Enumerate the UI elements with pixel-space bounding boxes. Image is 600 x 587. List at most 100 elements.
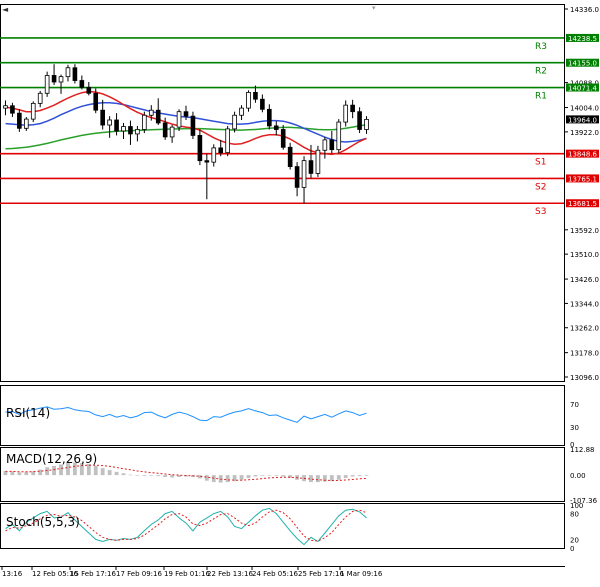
level-price-tag xyxy=(566,149,599,158)
price-tick-label: 13426.0 xyxy=(570,276,599,284)
time-tick-label: 13:16 xyxy=(2,570,23,578)
time-tick-label: 25 Feb 17:16 xyxy=(298,570,344,578)
macd-bar xyxy=(10,471,15,476)
candle-down xyxy=(197,135,203,162)
macd-bar xyxy=(100,468,105,476)
time-tick-label: 22 Feb 13:16 xyxy=(207,570,253,578)
macd-bar xyxy=(322,475,327,482)
macd-bar xyxy=(239,475,244,480)
candle-down xyxy=(357,111,362,130)
candle-up xyxy=(176,111,182,128)
level-name-r2: R2 xyxy=(535,67,547,77)
macd-bar xyxy=(253,475,258,477)
macd-bar xyxy=(232,475,237,482)
macd-axis-label: 112.88 xyxy=(570,446,595,454)
macd-bar xyxy=(149,475,154,476)
macd-bar xyxy=(114,471,119,476)
macd-bar xyxy=(45,467,50,476)
level-price-tag xyxy=(566,174,599,183)
macd-bar xyxy=(156,475,161,477)
candle-down xyxy=(72,67,78,81)
macd-bar xyxy=(17,472,22,476)
stoch-axis-label: 20 xyxy=(570,536,579,544)
candle-up xyxy=(142,114,147,130)
candle-down xyxy=(218,147,224,154)
candle-down xyxy=(51,75,57,83)
level-price-tag xyxy=(566,83,599,92)
level-price-tag xyxy=(566,199,599,208)
rsi-axis-label: 70 xyxy=(570,401,579,409)
candle-down xyxy=(273,125,279,130)
rsi-axis-label: 30 xyxy=(570,424,579,432)
macd-bar xyxy=(135,475,140,476)
macd-bar xyxy=(24,472,29,476)
candle-up xyxy=(44,75,50,94)
candle-down xyxy=(128,126,133,135)
level-name-s3: S3 xyxy=(535,207,546,217)
macd-bar xyxy=(170,475,175,478)
price-tick-label: 13922.0 xyxy=(570,129,599,137)
candle-down xyxy=(294,166,300,188)
level-price-label: 14155.0 xyxy=(568,60,597,68)
level-name-r1: R1 xyxy=(535,92,547,102)
level-name-s2: S2 xyxy=(535,182,546,192)
candle-down xyxy=(79,80,85,88)
candle-down xyxy=(10,105,15,114)
macd-bar xyxy=(72,462,77,476)
price-tick-label: 13510.0 xyxy=(570,251,599,259)
macd-bar xyxy=(3,470,8,476)
macd-axis-label: -107.36 xyxy=(570,497,598,505)
time-tick-label: 24 Feb 05:16 xyxy=(252,570,298,578)
macd-bar xyxy=(31,471,36,476)
candle-up xyxy=(30,102,36,120)
macd-bar xyxy=(197,475,202,479)
macd-bar xyxy=(260,475,265,476)
stoch-axis-label: 100 xyxy=(570,502,583,510)
candle-down xyxy=(190,115,196,136)
macd-bar xyxy=(163,475,168,477)
candle-down xyxy=(350,104,355,113)
macd-bar xyxy=(66,463,70,476)
candle-up xyxy=(3,105,8,109)
ma-fast-line xyxy=(5,90,367,156)
macd-bar xyxy=(107,470,112,476)
macd-bar xyxy=(316,475,320,483)
candle-down xyxy=(100,109,105,126)
candle-up xyxy=(225,128,230,154)
macd-bar xyxy=(350,475,355,477)
candle-up xyxy=(239,107,244,116)
stoch-k-line xyxy=(5,507,367,546)
level-price-tag xyxy=(566,58,599,67)
candle-up xyxy=(169,126,175,138)
candle-down xyxy=(17,112,22,129)
candle-up xyxy=(121,126,126,132)
candle-up xyxy=(246,91,251,109)
candle-up xyxy=(211,147,217,163)
candle-up xyxy=(322,139,328,151)
svg-text:▾: ▾ xyxy=(372,4,376,12)
time-tick-label: 19 Feb 01:16 xyxy=(164,570,210,578)
candle-up xyxy=(364,119,369,130)
macd-bar xyxy=(211,475,216,483)
macd-bar xyxy=(288,475,293,478)
current-price-tag xyxy=(566,115,599,124)
level-name-s1: S1 xyxy=(535,158,546,168)
time-tick-label: 1 Mar 09:16 xyxy=(340,570,383,578)
svg-text:◄: ◄ xyxy=(2,5,9,14)
rsi-label: RSI(14) xyxy=(6,406,50,420)
candle-down xyxy=(329,139,335,151)
level-price-label: 14238.5 xyxy=(568,35,597,43)
candle-up xyxy=(148,109,154,116)
candle-down xyxy=(162,122,168,138)
candle-up xyxy=(301,160,307,188)
candle-up xyxy=(135,129,140,135)
macd-bar xyxy=(121,473,126,476)
macd-bar xyxy=(225,475,230,483)
candle-up xyxy=(58,76,64,83)
level-price-label: 13765.1 xyxy=(568,175,597,183)
stoch-d-line xyxy=(5,509,367,542)
level-price-tag xyxy=(566,33,599,42)
candle-up xyxy=(65,67,71,78)
macd-bar xyxy=(79,463,84,476)
